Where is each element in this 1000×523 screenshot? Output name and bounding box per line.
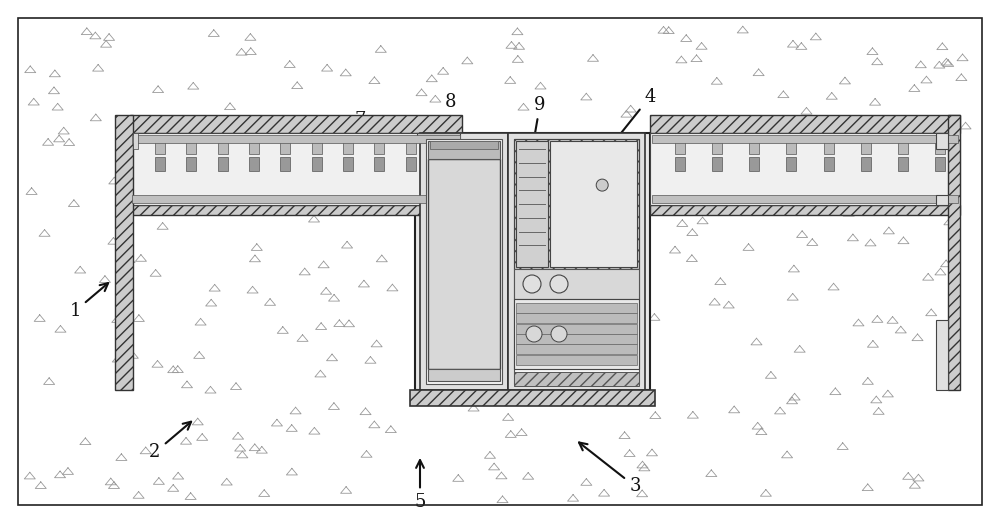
Bar [898,157,908,171]
Bar [133,133,138,149]
Bar [428,141,500,159]
Bar [936,133,948,149]
Bar [650,133,960,205]
Circle shape [550,275,568,293]
Bar [406,136,416,154]
Bar [948,115,960,390]
Bar [280,157,290,171]
Bar [430,141,498,149]
Bar [712,136,722,154]
Text: 9: 9 [528,96,546,157]
Bar [514,269,639,299]
Bar [514,139,639,384]
Bar [374,136,384,154]
Bar [824,136,834,154]
Bar [343,136,353,154]
Bar [130,205,462,215]
Bar [415,133,650,390]
Bar [130,133,462,205]
Text: 7: 7 [354,111,411,159]
Bar [132,135,460,143]
Bar [516,324,637,334]
Bar [155,136,165,154]
Bar [786,136,796,154]
Bar [516,344,637,355]
Bar [312,157,322,171]
Bar [132,195,460,203]
Bar [935,136,945,154]
Bar [428,159,500,369]
Bar [186,157,196,171]
Circle shape [526,326,542,342]
Circle shape [596,179,608,191]
Bar [650,115,960,133]
Bar [935,157,945,171]
Text: 5: 5 [414,460,426,511]
Bar [115,115,133,390]
Bar [420,133,508,390]
Circle shape [551,326,567,342]
Bar [437,157,447,171]
Bar [410,390,655,406]
Bar [186,136,196,154]
Bar [312,136,322,154]
Bar [508,133,645,390]
Bar [218,136,228,154]
Bar [898,136,908,154]
Bar [426,139,502,384]
Bar [936,320,948,390]
Bar [749,136,759,154]
Bar [936,195,948,205]
Text: 3: 3 [579,442,641,495]
Bar [514,372,639,386]
Bar [652,135,958,143]
Bar [428,369,500,381]
Text: 2: 2 [149,422,191,461]
Bar [280,136,290,154]
Bar [406,157,416,171]
Bar [786,157,796,171]
Bar [749,157,759,171]
Bar [516,141,548,267]
Bar [650,205,960,215]
Bar [516,313,637,323]
Bar [514,139,639,269]
Bar [712,157,722,171]
Bar [861,157,871,171]
Bar [155,157,165,171]
Text: 1: 1 [69,283,108,320]
Bar [249,136,259,154]
Bar [343,157,353,171]
Bar [249,157,259,171]
Bar [130,115,462,133]
Bar [675,136,685,154]
Bar [516,334,637,344]
Text: 4: 4 [603,88,656,155]
Bar [550,141,637,267]
Bar [652,195,958,203]
Bar [861,136,871,154]
Bar [437,136,447,154]
Bar [417,133,460,141]
Bar [514,299,639,369]
Bar [374,157,384,171]
Bar [516,303,637,313]
Text: 8: 8 [444,93,466,155]
Circle shape [523,275,541,293]
Bar [824,157,834,171]
Bar [218,157,228,171]
Bar [675,157,685,171]
Bar [516,355,637,365]
